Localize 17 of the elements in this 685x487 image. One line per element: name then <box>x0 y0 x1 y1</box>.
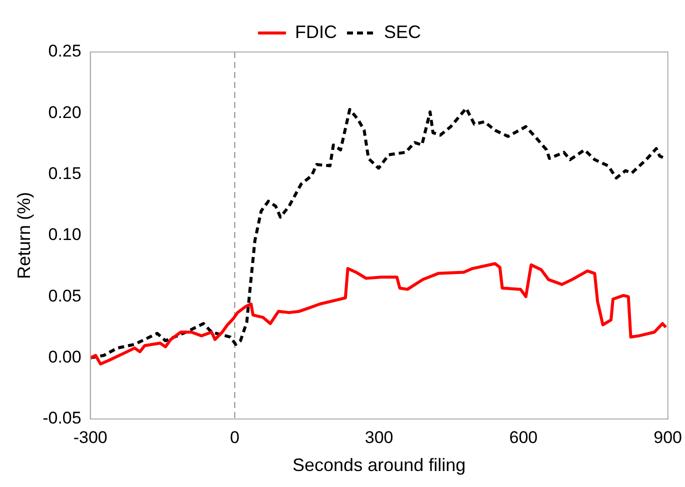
y-tick-label: 0.20 <box>48 102 82 122</box>
x-tick-label: 300 <box>364 428 394 447</box>
y-axis-title: Return (%) <box>14 192 34 280</box>
y-tick-label: 0.00 <box>48 348 82 367</box>
legend-label: FDIC <box>295 22 337 42</box>
x-tick-label: -300 <box>73 428 108 447</box>
y-tick-label: 0.15 <box>48 164 82 184</box>
y-tick-label: -0.05 <box>42 408 82 428</box>
y-tick-label: 0.05 <box>48 286 82 306</box>
x-tick-label: 900 <box>654 428 682 447</box>
x-axis-title: Seconds around filing <box>292 455 466 476</box>
x-tick-label: 0 <box>230 428 240 447</box>
legend-label: SEC <box>384 22 422 42</box>
line-series <box>90 106 666 360</box>
y-tick-label: 0.10 <box>48 225 82 244</box>
x-tick-label: 600 <box>509 428 538 447</box>
y-tick-label: 0.25 <box>48 42 82 61</box>
